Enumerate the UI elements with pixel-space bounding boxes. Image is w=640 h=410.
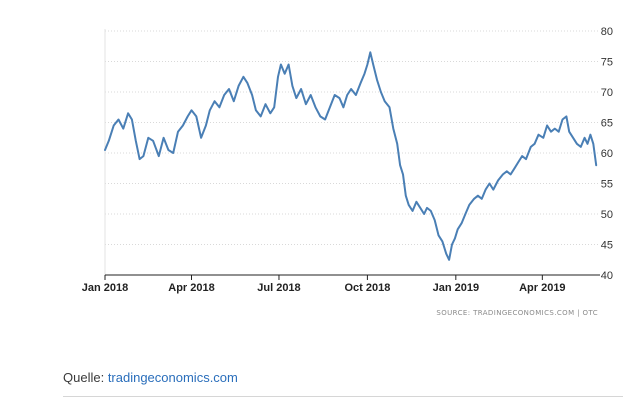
y-tick-label: 50 (601, 209, 613, 221)
x-tick-label: Apr 2018 (168, 282, 214, 294)
x-tick-label: Jan 2019 (433, 282, 479, 294)
y-tick-label: 40 (601, 270, 613, 282)
y-tick-label: 65 (601, 118, 613, 130)
y-tick-label: 45 (601, 240, 613, 252)
y-tick-label: 80 (601, 26, 613, 38)
caption-link[interactable]: tradingeconomics.com (107, 370, 238, 385)
label-layer: 40 45 50 55 60 65 70 75 80 Jan 2018 Apr 2018 Jul 20… (82, 26, 613, 294)
x-tick-label: Jan 2018 (82, 282, 128, 294)
y-tick-label: 75 (601, 57, 613, 69)
x-tick-label: Apr 2019 (519, 282, 565, 294)
y-tick-label: 60 (601, 148, 613, 160)
grid-layer (105, 30, 600, 245)
y-tick-label: 55 (601, 179, 613, 191)
caption-divider (63, 396, 623, 397)
x-tick-label: Jul 2018 (257, 282, 300, 294)
source-label: SOURCE: TRADINGECONOMICS.COM | OTC (436, 309, 598, 317)
series-layer (104, 51, 598, 261)
x-tick-label: Oct 2018 (344, 282, 390, 294)
series-line-0 (104, 51, 598, 261)
axis-layer (104, 29, 600, 280)
caption-prefix: Quelle: (63, 370, 108, 385)
caption: Quelle: tradingeconomics.com (63, 370, 238, 385)
y-tick-label: 70 (601, 87, 613, 99)
